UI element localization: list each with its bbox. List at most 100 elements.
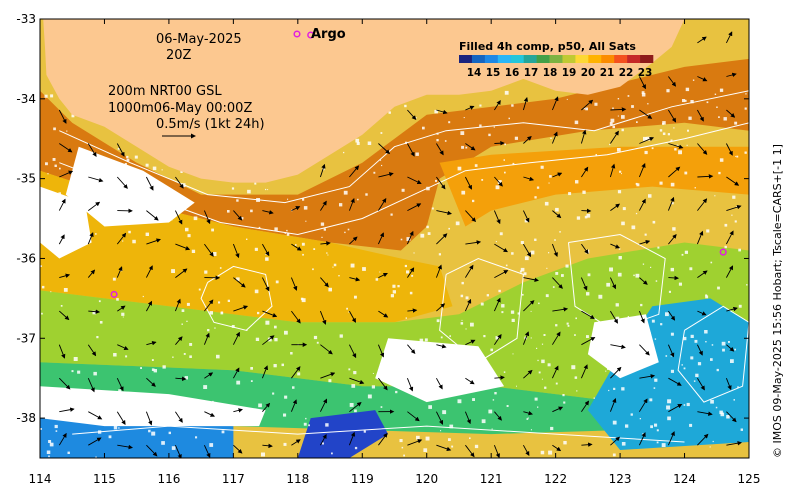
- cloud-pixel: [172, 356, 174, 358]
- cloud-pixel: [683, 336, 687, 341]
- colorbar-swatch: [562, 55, 576, 63]
- current-vector: [435, 411, 444, 425]
- cloud-pixel: [610, 324, 614, 329]
- cloud-pixel: [421, 346, 423, 348]
- cloud-pixel: [591, 345, 595, 349]
- cloud-pixel: [207, 329, 210, 332]
- cloud-pixel: [124, 163, 127, 166]
- current-vector: [203, 445, 211, 458]
- cloud-pixel: [461, 190, 466, 195]
- cloud-pixel: [344, 231, 346, 234]
- current-vector: [639, 277, 648, 285]
- cloud-pixel: [625, 424, 629, 428]
- cloud-pixel: [656, 429, 659, 432]
- colorbar-tick-label: 23: [638, 67, 653, 79]
- current-vector: [465, 377, 475, 385]
- cloud-pixel: [421, 363, 425, 367]
- colorbar-swatch: [536, 55, 550, 63]
- cloud-pixel: [83, 419, 87, 423]
- cloud-pixel: [606, 282, 610, 287]
- current-vector: [320, 434, 327, 446]
- cloud-pixel: [275, 280, 279, 284]
- cloud-pixel: [715, 406, 718, 409]
- current-vector: [464, 176, 472, 190]
- cloud-pixel: [219, 267, 222, 269]
- current-vector: [697, 433, 709, 446]
- cloud-pixel: [650, 425, 653, 429]
- cloud-pixel: [617, 190, 622, 194]
- cloud-pixel: [77, 187, 79, 189]
- cloud-pixel: [607, 329, 611, 333]
- cloud-pixel: [555, 324, 558, 327]
- current-vector: [233, 210, 243, 221]
- cloud-pixel: [134, 155, 138, 159]
- cloud-pixel: [272, 392, 275, 395]
- cloud-pixel: [692, 79, 695, 81]
- current-vector: [377, 232, 384, 245]
- current-vector: [146, 238, 161, 245]
- current-vector: [59, 310, 70, 321]
- current-vector: [552, 406, 564, 413]
- cloud-pixel: [537, 406, 539, 408]
- cloud-pixel: [50, 291, 52, 293]
- cloud-pixel: [546, 267, 548, 269]
- cloud-pixel: [488, 409, 493, 414]
- contour-line: [677, 305, 749, 403]
- current-vector: [261, 277, 270, 292]
- cloud-pixel: [320, 222, 325, 226]
- cloud-pixel: [449, 335, 451, 337]
- current-vector: [697, 198, 708, 211]
- cloud-pixel: [394, 347, 395, 349]
- current-vector: [378, 377, 388, 391]
- cloud-pixel: [460, 380, 462, 382]
- current-vector: [581, 99, 594, 111]
- current-vector: [436, 109, 448, 115]
- cloud-pixel: [214, 327, 216, 329]
- current-vector: [407, 143, 415, 157]
- current-vector: [146, 377, 156, 387]
- cloud-pixel: [618, 256, 622, 260]
- current-vector: [667, 344, 675, 358]
- cloud-pixel: [209, 311, 213, 315]
- cloud-pixel: [211, 228, 214, 232]
- cloud-pixel: [639, 418, 641, 420]
- colorbar-swatches: [459, 55, 654, 63]
- cloud-pixel: [745, 93, 747, 95]
- cloud-pixel: [218, 301, 221, 304]
- cloud-pixel: [665, 312, 669, 317]
- cloud-pixel: [354, 446, 358, 450]
- cloud-pixel: [284, 330, 288, 335]
- cloud-pixel: [690, 356, 694, 360]
- cloud-pixel: [195, 436, 198, 439]
- current-vector: [436, 176, 446, 190]
- cloud-pixel: [523, 272, 527, 276]
- cloud-pixel: [612, 107, 614, 110]
- cloud-pixel: [738, 304, 742, 308]
- current-vector: [146, 340, 157, 346]
- cloud-pixel: [67, 451, 70, 454]
- cloud-pixel: [419, 338, 424, 343]
- current-vector: [436, 303, 446, 312]
- sst-zone: [40, 186, 92, 259]
- cloud-pixel: [363, 430, 366, 433]
- cloud-pixel: [419, 373, 421, 375]
- colorbar-swatch: [575, 55, 589, 63]
- cloud-pixel: [627, 95, 630, 97]
- plot-frame: [39, 18, 750, 459]
- cloud-pixel: [292, 386, 295, 389]
- current-vector: [551, 243, 558, 258]
- cloud-pixel: [328, 379, 332, 383]
- cloud-pixel: [641, 93, 646, 97]
- current-vector: [610, 107, 627, 112]
- current-vector: [378, 143, 391, 155]
- cloud-pixel: [732, 195, 736, 199]
- cloud-pixel: [682, 99, 686, 103]
- cloud-pixel: [354, 295, 357, 299]
- current-vector: [697, 143, 708, 155]
- cloud-pixel: [647, 332, 651, 336]
- cloud-pixel: [347, 228, 350, 231]
- current-vector: [87, 378, 95, 393]
- cloud-pixel: [451, 445, 454, 448]
- cloud-pixel: [121, 166, 124, 169]
- current-vector: [523, 300, 535, 312]
